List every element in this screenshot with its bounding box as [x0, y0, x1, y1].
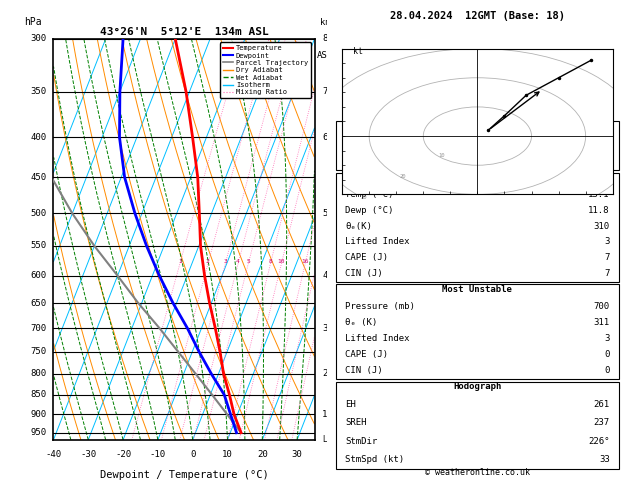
Text: 13.1: 13.1	[588, 190, 610, 199]
Text: Surface: Surface	[459, 174, 496, 183]
Text: 0: 0	[604, 366, 610, 376]
Text: Most Unstable: Most Unstable	[442, 285, 513, 295]
Text: θₑ(K): θₑ(K)	[345, 222, 372, 230]
Text: © weatheronline.co.uk: © weatheronline.co.uk	[425, 468, 530, 477]
Text: 3: 3	[604, 334, 610, 343]
Bar	[336, 122, 619, 170]
Text: 850: 850	[31, 390, 47, 399]
Text: 27: 27	[599, 125, 610, 134]
Text: 16: 16	[301, 259, 309, 264]
Text: 226°: 226°	[588, 437, 610, 446]
Text: LCL: LCL	[322, 435, 337, 444]
Text: 10: 10	[222, 450, 233, 459]
Text: 8: 8	[322, 35, 328, 43]
Text: 350: 350	[31, 87, 47, 96]
Text: 3: 3	[604, 238, 610, 246]
Text: StmSpd (kt): StmSpd (kt)	[345, 455, 404, 464]
Text: 6: 6	[322, 133, 328, 142]
Text: 20: 20	[399, 174, 406, 179]
Text: -10: -10	[150, 450, 166, 459]
Text: 3: 3	[322, 324, 328, 333]
Text: 3: 3	[223, 259, 227, 264]
Text: 300: 300	[31, 35, 47, 43]
Text: CAPE (J): CAPE (J)	[345, 253, 388, 262]
Text: ASL: ASL	[317, 51, 333, 60]
Text: km: km	[320, 18, 330, 27]
Text: 0: 0	[604, 350, 610, 359]
Text: 7: 7	[604, 253, 610, 262]
Text: 237: 237	[594, 418, 610, 427]
Text: 261: 261	[594, 400, 610, 409]
Text: Mixing Ratio (g/kg): Mixing Ratio (g/kg)	[353, 195, 362, 283]
Text: 1: 1	[322, 410, 328, 419]
Text: 550: 550	[31, 242, 47, 250]
Text: 30: 30	[360, 195, 367, 200]
Legend: Temperature, Dewpoint, Parcel Trajectory, Dry Adiabat, Wet Adiabat, Isotherm, Mi: Temperature, Dewpoint, Parcel Trajectory…	[220, 42, 311, 98]
Text: 7: 7	[322, 87, 328, 96]
Text: 2.46: 2.46	[588, 157, 610, 167]
Bar	[336, 284, 619, 379]
Text: Lifted Index: Lifted Index	[345, 334, 409, 343]
Text: 5: 5	[322, 209, 328, 218]
Text: Dewpoint / Temperature (°C): Dewpoint / Temperature (°C)	[99, 470, 269, 480]
Text: 46: 46	[599, 141, 610, 150]
Text: 700: 700	[594, 301, 610, 311]
Text: 4: 4	[322, 271, 328, 280]
Text: 20: 20	[257, 450, 268, 459]
Text: 2: 2	[206, 259, 209, 264]
Text: CAPE (J): CAPE (J)	[345, 350, 388, 359]
Text: EH: EH	[345, 400, 356, 409]
Text: Temp (°C): Temp (°C)	[345, 190, 394, 199]
Text: 5: 5	[247, 259, 250, 264]
Bar	[336, 382, 619, 469]
Text: Totals Totals: Totals Totals	[345, 141, 415, 150]
Text: 900: 900	[31, 410, 47, 419]
Title: 43°26'N  5°12'E  134m ASL: 43°26'N 5°12'E 134m ASL	[99, 27, 269, 37]
Text: SREH: SREH	[345, 418, 367, 427]
Text: θₑ (K): θₑ (K)	[345, 318, 377, 327]
Text: 800: 800	[31, 369, 47, 379]
Text: hPa: hPa	[24, 17, 42, 27]
Text: 600: 600	[31, 271, 47, 280]
Text: PW (cm): PW (cm)	[345, 157, 382, 167]
Text: Lifted Index: Lifted Index	[345, 238, 409, 246]
Text: -30: -30	[81, 450, 96, 459]
Text: Hodograph: Hodograph	[454, 382, 501, 392]
Text: 0: 0	[190, 450, 196, 459]
Text: -40: -40	[45, 450, 62, 459]
Bar	[336, 173, 619, 282]
Text: 500: 500	[31, 209, 47, 218]
Text: 2: 2	[322, 369, 328, 379]
Text: 1: 1	[178, 259, 182, 264]
Text: 310: 310	[594, 222, 610, 230]
Text: 11.8: 11.8	[588, 206, 610, 215]
Text: 10: 10	[438, 153, 445, 158]
Text: 30: 30	[292, 450, 303, 459]
Text: 650: 650	[31, 298, 47, 308]
Text: kt: kt	[353, 48, 363, 56]
Text: Dewp (°C): Dewp (°C)	[345, 206, 394, 215]
Text: 700: 700	[31, 324, 47, 333]
Text: K: K	[345, 125, 350, 134]
Text: 311: 311	[594, 318, 610, 327]
Text: 400: 400	[31, 133, 47, 142]
Text: 750: 750	[31, 347, 47, 356]
Text: 450: 450	[31, 173, 47, 182]
Text: 950: 950	[31, 428, 47, 437]
Text: 4: 4	[236, 259, 240, 264]
Text: CIN (J): CIN (J)	[345, 366, 382, 376]
Text: 7: 7	[604, 269, 610, 278]
Text: Pressure (mb): Pressure (mb)	[345, 301, 415, 311]
Text: -20: -20	[115, 450, 131, 459]
Text: 28.04.2024  12GMT (Base: 18): 28.04.2024 12GMT (Base: 18)	[390, 11, 565, 21]
Text: CIN (J): CIN (J)	[345, 269, 382, 278]
Text: StmDir: StmDir	[345, 437, 377, 446]
Text: 8: 8	[269, 259, 272, 264]
Text: 10: 10	[277, 259, 285, 264]
Text: 33: 33	[599, 455, 610, 464]
